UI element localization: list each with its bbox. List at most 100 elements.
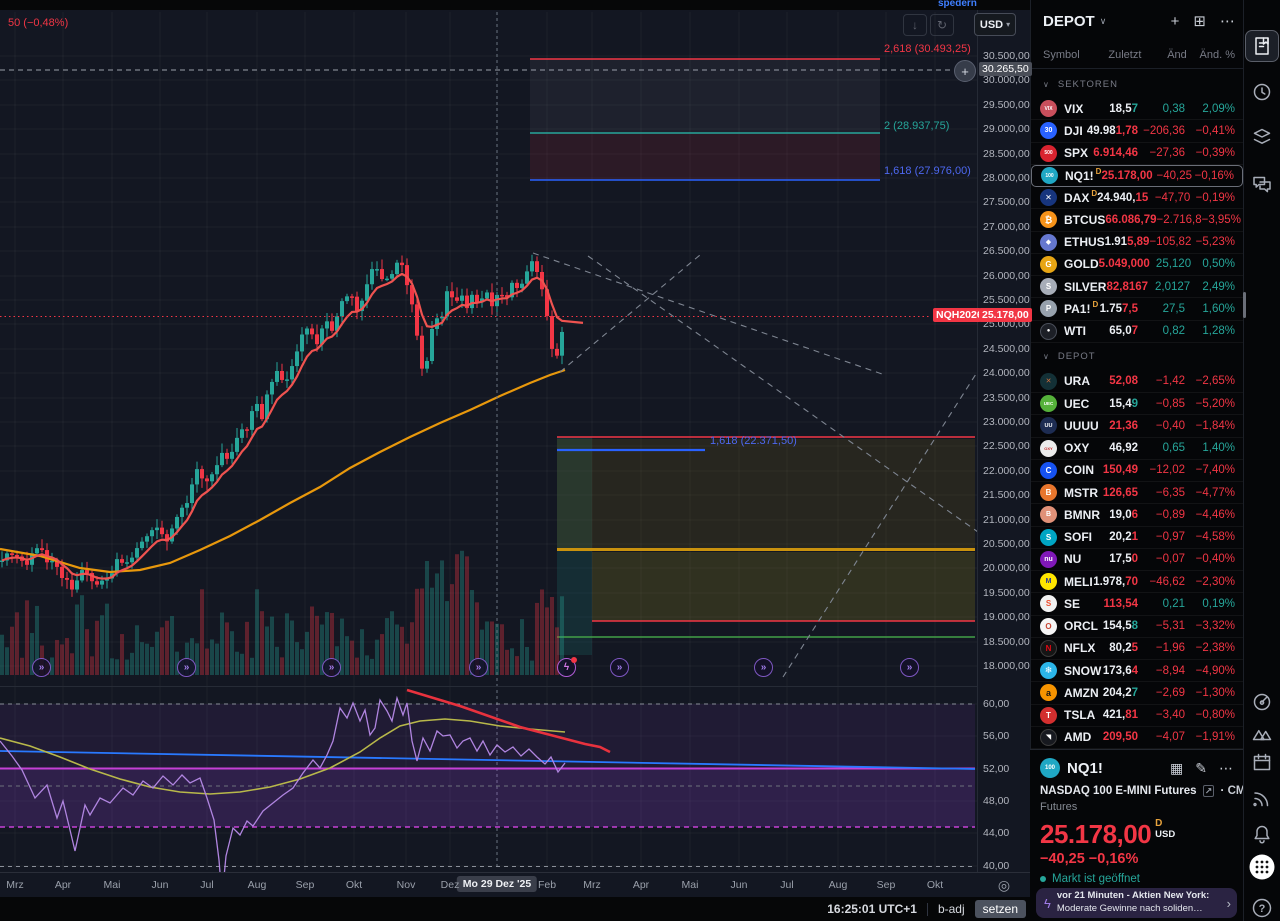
- rollover-marker[interactable]: »: [900, 658, 919, 677]
- external-link-icon[interactable]: ↗: [1202, 785, 1215, 797]
- add-on-line-icon[interactable]: +: [954, 60, 976, 82]
- change-value: −40,25: [1156, 169, 1193, 182]
- price-scale[interactable]: [977, 10, 1031, 872]
- publish-icon[interactable]: ✎: [1195, 759, 1207, 776]
- more-icon[interactable]: ⋯: [1219, 759, 1233, 776]
- rollover-marker[interactable]: »: [610, 658, 629, 677]
- add-symbol-button[interactable]: +: [1170, 12, 1180, 30]
- event-flash-marker[interactable]: ϟ: [557, 657, 577, 677]
- more-icon[interactable]: ⋯: [1220, 13, 1235, 30]
- watchlist-row[interactable]: ✕ URA 52,08 −1,42 −2,65%: [1031, 371, 1243, 393]
- watchlist-row[interactable]: B BMNR 19,06 −0,89 −4,46%: [1031, 504, 1243, 527]
- col-symbol[interactable]: Symbol: [1043, 49, 1080, 61]
- watchlist-row[interactable]: ◆ ETHUS 1.915,89 −105,82 −5,23%: [1031, 232, 1243, 254]
- layers-icon[interactable]: [1250, 125, 1274, 149]
- price-tick: 24.500,00: [983, 343, 1030, 355]
- watchlist-row[interactable]: UU UUUU 21,36 −0,40 −1,84%: [1031, 415, 1243, 438]
- watchlist-row[interactable]: 30 DJI 49.981,78 −206,36 −0,41%: [1031, 120, 1243, 143]
- chat-icon[interactable]: [1250, 172, 1274, 196]
- time-axis-month: Mrz: [583, 879, 601, 891]
- change-value: −3,40: [1155, 709, 1185, 722]
- chart-canvas[interactable]: [0, 0, 977, 872]
- gear-glyph: ◎: [997, 876, 1011, 893]
- change-percent: −4,46%: [1195, 508, 1235, 521]
- watchlist-title[interactable]: DEPOT: [1043, 12, 1095, 30]
- watchlist-row[interactable]: nu NU 17,50 −0,07 −0,40%: [1031, 549, 1243, 571]
- watchlist-row[interactable]: P PA1! D 1.757,5 27,5 1,60%: [1031, 298, 1243, 321]
- change-percent: 1,60%: [1202, 302, 1235, 315]
- watchlist-row[interactable]: B MSTR 126,65 −6,35 −4,77%: [1031, 482, 1243, 505]
- mountain-icon[interactable]: [1250, 721, 1274, 745]
- watchlist-row[interactable]: N NFLX 80,25 −1,96 −2,38%: [1031, 638, 1243, 660]
- question-icon[interactable]: ?: [1250, 896, 1274, 920]
- symbol-fullname[interactable]: NASDAQ 100 E-MINI Futures: [1040, 785, 1197, 797]
- col-change-pct[interactable]: Änd. %: [1199, 49, 1235, 61]
- change-value: −5,31: [1155, 620, 1185, 633]
- change-value: 0,21: [1162, 597, 1185, 610]
- watchlist-row[interactable]: OXY OXY 46,92 0,65 1,40%: [1031, 438, 1243, 460]
- col-change[interactable]: Änd: [1167, 49, 1187, 61]
- watchlist-row[interactable]: G GOLD 5.049,000 25,120 0,50%: [1031, 254, 1243, 276]
- apps-icon[interactable]: [1249, 854, 1275, 880]
- watchlist-row[interactable]: ◥ AMD 209,50 −4,07 −1,91%: [1031, 727, 1243, 749]
- rss-icon[interactable]: [1250, 786, 1274, 810]
- rollover-marker[interactable]: »: [177, 658, 196, 677]
- top-link[interactable]: spedern: [938, 0, 977, 9]
- news-banner[interactable]: ϟ vor 21 Minuten - Aktien New York: Mode…: [1036, 888, 1237, 918]
- bell-icon[interactable]: [1250, 822, 1274, 846]
- refresh-icon[interactable]: ↻: [930, 14, 954, 36]
- top-strip: [0, 0, 1280, 10]
- symbol-logo: UEC: [1040, 395, 1057, 413]
- currency-selector[interactable]: USD ▾: [974, 13, 1016, 36]
- watchlist-row[interactable]: 100 NQ1! D 25.178,00 −40,25 −0,16%: [1031, 164, 1243, 187]
- watchlist-row[interactable]: UEC UEC 15,49 −0,85 −5,20%: [1031, 393, 1243, 416]
- gear-icon[interactable]: ◎: [995, 876, 1013, 894]
- series-legend[interactable]: 50 (−0,48%): [8, 17, 69, 29]
- watchlist-row[interactable]: O ORCL 154,58 −5,31 −3,32%: [1031, 616, 1243, 638]
- time-axis[interactable]: Mo 29 Dez '25 ◎ Mrz Apr Mai Jun Jul Aug Sep Okt…: [0, 872, 1030, 898]
- clock-icon[interactable]: [1250, 80, 1274, 104]
- setzen-button[interactable]: setzen: [974, 900, 1026, 918]
- symbol-name: NU: [1064, 552, 1082, 567]
- watchlist-row[interactable]: S SILVER 82,8167 2,0127 2,49%: [1031, 276, 1243, 299]
- price-tick: 29.000,00: [983, 123, 1030, 135]
- time-axis-highlight: Mo 29 Dez '25: [456, 876, 538, 892]
- watchlist-row[interactable]: S SE 113,54 0,21 0,19%: [1031, 593, 1243, 616]
- watchlist-row[interactable]: ₿ BTCUS 66.086,79 −2.716,8 −3,95%: [1031, 209, 1243, 232]
- watchlist-row[interactable]: a AMZN 204,27 −2,69 −1,30%: [1031, 682, 1243, 705]
- watchlist-section[interactable]: ∨ SEKTOREN: [1031, 70, 1243, 98]
- rollover-marker[interactable]: »: [469, 658, 488, 677]
- watchlist-row[interactable]: ● WTI 65,07 0,82 1,28%: [1031, 321, 1243, 343]
- download-icon[interactable]: ↓: [903, 14, 927, 36]
- table-view-icon[interactable]: ⊞: [1193, 13, 1206, 30]
- col-last[interactable]: Zuletzt: [1108, 49, 1142, 61]
- watchlist-section[interactable]: ∨ DEPOT: [1031, 343, 1243, 371]
- time-axis-month: Aug: [247, 879, 267, 891]
- watchlist-row[interactable]: C COIN 150,49 −12,02 −7,40%: [1031, 460, 1243, 482]
- symbol-title[interactable]: NQ1!: [1067, 759, 1103, 777]
- target-icon[interactable]: [1250, 690, 1274, 714]
- watchlist-row[interactable]: M MELI 1.978,70 −46,62 −2,30%: [1031, 571, 1243, 594]
- layout-grid-icon[interactable]: ▦: [1170, 759, 1184, 776]
- scrollbar-thumb[interactable]: [1243, 292, 1246, 318]
- symbol-name: WTI: [1064, 324, 1086, 339]
- chart-footer: 16:25:01 UTC+1 b-adj setzen: [0, 897, 1030, 921]
- watchlist-row[interactable]: VIX VIX 18,57 0,38 2,09%: [1031, 98, 1243, 121]
- change-percent: −1,30%: [1195, 686, 1235, 699]
- watchlist-row[interactable]: ❄ SNOW 173,64 −8,94 −4,90%: [1031, 660, 1243, 683]
- watchlist-row[interactable]: 500 SPX 6.914,46 −27,36 −0,39%: [1031, 143, 1243, 165]
- fib-level-label: 2,618 (30.493,25): [884, 43, 971, 55]
- rollover-marker[interactable]: »: [754, 658, 773, 677]
- calendar-icon[interactable]: [1250, 750, 1274, 774]
- time-axis-month: Mrz: [6, 879, 24, 891]
- last-price: 49.981,78: [1086, 124, 1138, 137]
- rollover-marker[interactable]: »: [32, 658, 51, 677]
- watchlist-row[interactable]: S SOFI 20,21 −0,97 −4,58%: [1031, 527, 1243, 549]
- rollover-marker[interactable]: »: [322, 658, 341, 677]
- last-price: 209,50: [1102, 731, 1138, 744]
- watchlist-row[interactable]: T TSLA 421,81 −3,40 −0,80%: [1031, 705, 1243, 727]
- badj-toggle[interactable]: b-adj: [937, 902, 965, 916]
- symbol-name: SE: [1064, 596, 1081, 611]
- watchlist-icon[interactable]: [1245, 30, 1279, 62]
- watchlist-row[interactable]: ✕ DAX D 24.940,15 −47,70 −0,19%: [1031, 187, 1243, 210]
